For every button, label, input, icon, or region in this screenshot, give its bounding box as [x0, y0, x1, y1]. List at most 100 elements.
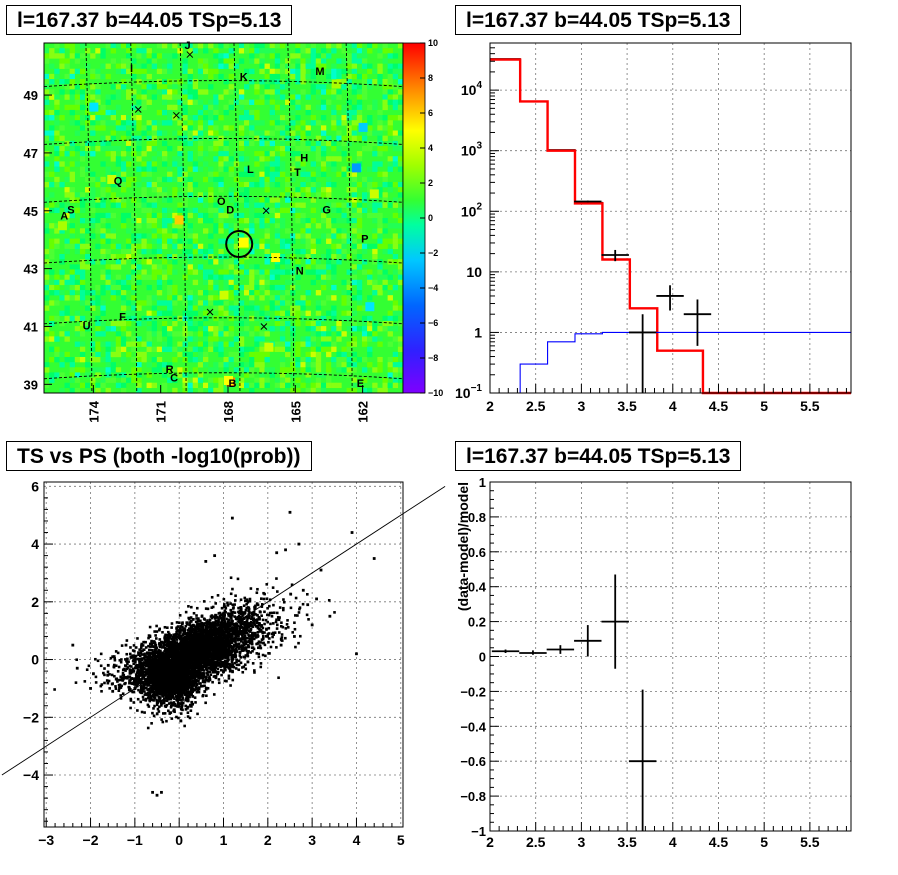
- map-pixel: [156, 362, 163, 368]
- map-pixel: [69, 73, 75, 80]
- map-pixel: [85, 264, 91, 270]
- map-pixel: [167, 79, 173, 85]
- map-pixel: [187, 48, 193, 54]
- map-pixel: [151, 202, 158, 208]
- map-pixel: [326, 351, 332, 358]
- map-pixel: [238, 212, 245, 219]
- map-pixel: [54, 120, 60, 126]
- map-pixel: [249, 290, 255, 296]
- map-pixel: [295, 187, 301, 193]
- map-pixel: [331, 346, 337, 353]
- map-pixel: [285, 243, 291, 250]
- map-pixel: [95, 341, 101, 347]
- map-pixel: [218, 197, 224, 203]
- scatter-point: [152, 651, 155, 655]
- map-pixel: [249, 48, 255, 54]
- scatter-point: [180, 678, 184, 682]
- map-pixel: [387, 130, 393, 136]
- map-pixel: [54, 243, 60, 250]
- x-tick-label: 3.5: [617, 398, 637, 414]
- map-pixel: [233, 99, 240, 105]
- scatter-point: [144, 640, 147, 644]
- map-pixel: [115, 274, 122, 280]
- map-pixel: [264, 48, 270, 54]
- scatter-point: [176, 691, 180, 695]
- map-pixel: [326, 274, 332, 280]
- map-pixel: [326, 238, 332, 244]
- map-pixel: [336, 228, 342, 234]
- y-tick-label: 103: [461, 141, 483, 159]
- map-pixel: [115, 89, 122, 95]
- map-pixel: [300, 233, 306, 239]
- y-tick-label: 1: [474, 324, 482, 340]
- map-pixel: [100, 377, 106, 383]
- map-hotspot: [238, 237, 249, 248]
- map-pixel: [44, 362, 50, 368]
- map-pixel: [259, 269, 265, 275]
- map-pixel: [167, 326, 173, 332]
- map-pixel: [69, 269, 75, 275]
- map-pixel: [192, 269, 199, 275]
- map-pixel: [228, 58, 234, 64]
- map-pixel: [377, 109, 383, 116]
- map-pixel: [305, 218, 311, 224]
- map-pixel: [64, 104, 70, 111]
- map-pixel: [161, 99, 168, 105]
- map-pixel: [131, 264, 137, 270]
- map-pixel: [238, 218, 245, 224]
- map-pixel: [187, 300, 193, 306]
- map-pixel: [187, 238, 193, 244]
- map-pixel: [141, 63, 147, 69]
- map-pixel: [192, 43, 199, 49]
- map-pixel: [208, 367, 214, 373]
- colorbar-tick-label: 0: [428, 213, 433, 223]
- map-pixel: [274, 125, 281, 131]
- map-pixel: [187, 320, 193, 327]
- map-pixel: [285, 181, 291, 188]
- map-pixel: [136, 382, 142, 389]
- map-pixel: [259, 120, 265, 126]
- map-pixel: [136, 367, 142, 373]
- map-pixel: [218, 387, 224, 393]
- scatter-point: [159, 687, 162, 690]
- scatter-point: [150, 659, 154, 662]
- map-pixel: [156, 279, 163, 286]
- map-pixel: [377, 243, 383, 250]
- map-pixel: [74, 58, 81, 64]
- map-pixel: [259, 68, 265, 75]
- map-pixel: [172, 94, 178, 100]
- map-pixel: [126, 58, 132, 64]
- map-pixel: [279, 238, 286, 244]
- scatter-point: [148, 693, 152, 696]
- map-pixel: [315, 53, 322, 59]
- map-pixel: [95, 259, 101, 265]
- map-pixel: [387, 290, 393, 296]
- map-pixel: [120, 372, 127, 378]
- map-pixel: [326, 264, 332, 270]
- map-pixel: [151, 53, 158, 59]
- map-pixel: [177, 192, 183, 198]
- map-pixel: [320, 99, 327, 105]
- map-pixel: [361, 73, 368, 80]
- map-pixel: [336, 336, 342, 342]
- map-pixel: [223, 109, 229, 116]
- map-pixel: [238, 341, 245, 347]
- colorbar-tick-label: 10: [428, 38, 438, 48]
- map-pixel: [177, 156, 183, 162]
- map-pixel: [377, 274, 383, 280]
- scatter-point: [138, 648, 141, 651]
- map-pixel: [161, 310, 168, 316]
- map-pixel: [269, 326, 275, 332]
- map-pixel: [285, 187, 291, 193]
- scatter-point: [158, 682, 162, 685]
- map-pixel: [202, 125, 209, 131]
- map-pixel: [310, 89, 317, 95]
- map-pixel: [120, 68, 127, 75]
- map-pixel: [208, 115, 214, 121]
- map-pixel: [79, 346, 86, 353]
- map-pixel: [382, 377, 388, 383]
- map-pixel: [274, 346, 281, 353]
- map-pixel: [254, 212, 260, 219]
- map-pixel: [182, 202, 188, 208]
- map-pixel: [341, 166, 347, 172]
